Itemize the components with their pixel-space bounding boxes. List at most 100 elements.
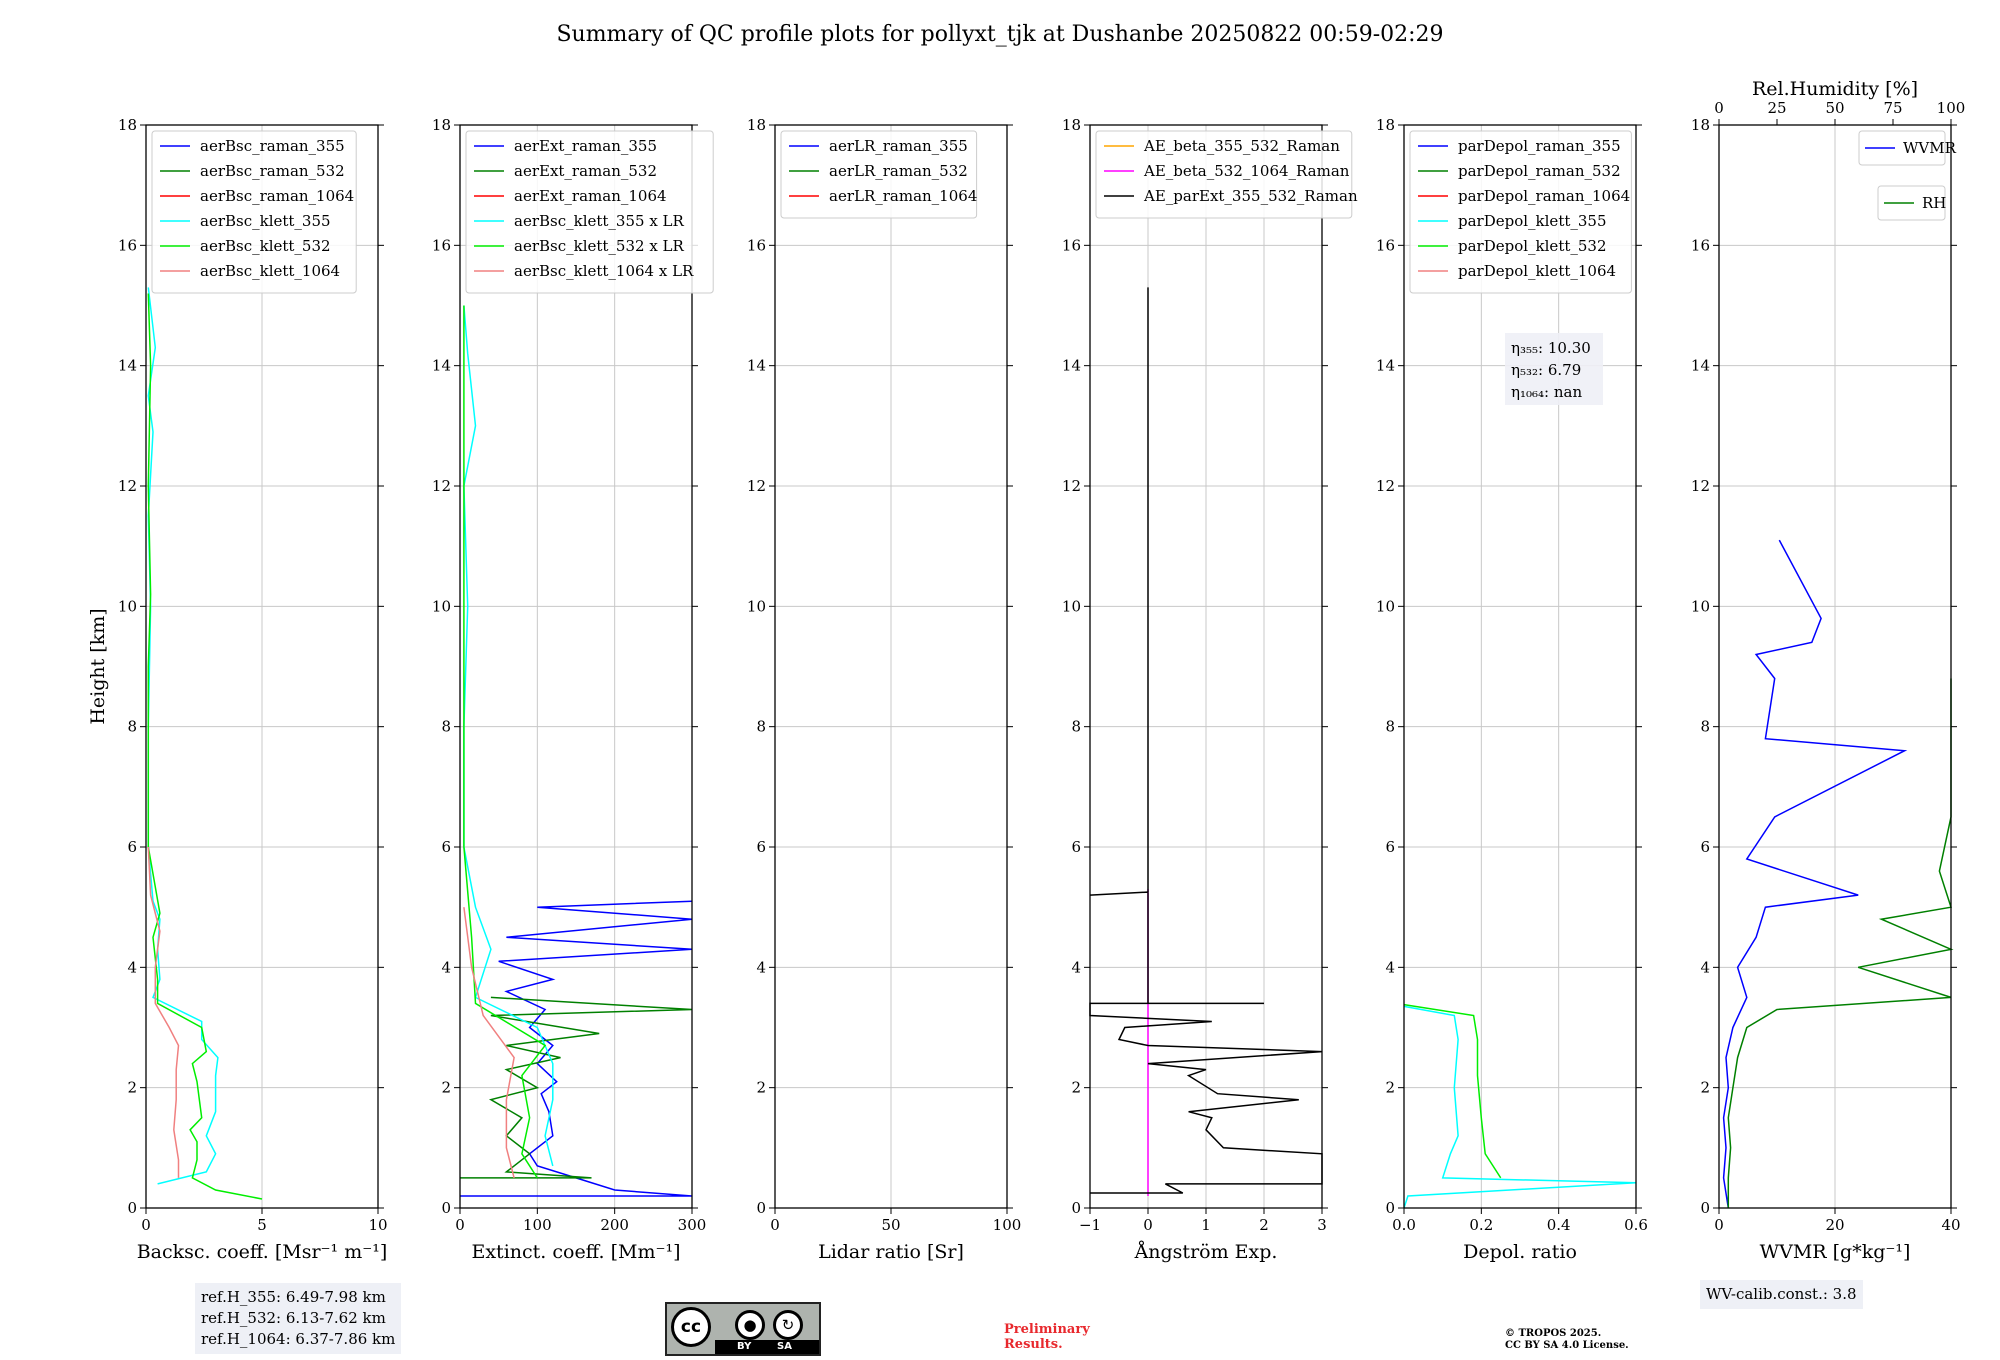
legend-box — [151, 130, 357, 294]
x2-tick-label: 100 — [1937, 99, 1966, 117]
series-line-AE_parExt_355_532_Raman — [1089, 287, 1323, 1194]
legend-entry-aerLR_raman_1064: aerLR_raman_1064 — [829, 187, 977, 205]
by-label: BY — [737, 1341, 752, 1352]
y-tick-label: 6 — [127, 838, 137, 856]
y-tick-label: 12 — [747, 477, 766, 495]
x-tick-label: 100 — [523, 1216, 552, 1234]
y-tick-label: 18 — [1691, 116, 1710, 134]
y-tick-label: 4 — [1071, 958, 1081, 976]
x-tick-label: 0.4 — [1547, 1216, 1571, 1234]
y-tick-label: 14 — [1062, 357, 1081, 375]
y-tick-label: 10 — [1376, 597, 1395, 615]
legend-entry-WVMR: WVMR — [1903, 139, 1957, 157]
x2-tick-label: 25 — [1767, 99, 1786, 117]
y-tick-label: 8 — [1385, 718, 1395, 736]
x-tick-label: 100 — [993, 1216, 1022, 1234]
y-tick-label: 0 — [127, 1199, 137, 1217]
series-line-aerBsc_klett_355 x LR — [463, 305, 554, 1167]
y-tick-label: 6 — [1700, 838, 1710, 856]
y-tick-label: 2 — [1385, 1079, 1395, 1097]
y-tick-label: 4 — [441, 958, 451, 976]
legend-box — [465, 130, 714, 294]
y-tick-label: 0 — [1700, 1199, 1710, 1217]
y-tick-label: 16 — [1062, 236, 1081, 254]
y-tick-label: 6 — [1071, 838, 1081, 856]
x-tick-label: 0 — [1143, 1216, 1153, 1234]
legend-box — [1409, 130, 1632, 294]
legend-entry-aerLR_raman_355: aerLR_raman_355 — [829, 137, 968, 155]
cc-circle-icon: cc — [671, 1307, 711, 1347]
legend-entry-AE_beta_532_1064_Raman: AE_beta_532_1064_Raman — [1143, 162, 1350, 180]
x-tick-label: 3 — [1317, 1216, 1327, 1234]
panel-4 — [1084, 124, 1353, 1214]
x-tick-label: 0 — [141, 1216, 151, 1234]
y-tick-label: 14 — [118, 357, 137, 375]
axes-frame — [459, 124, 693, 1209]
y-tick-label: 12 — [1691, 477, 1710, 495]
y-tick-label: 8 — [1071, 718, 1081, 736]
x2-tick-label: 50 — [1825, 99, 1844, 117]
y-tick-label: 2 — [1700, 1079, 1710, 1097]
y-tick-label: 18 — [1376, 116, 1395, 134]
y-tick-label: 2 — [1071, 1079, 1081, 1097]
y-tick-label: 2 — [756, 1079, 766, 1097]
x-tick-label: 2 — [1259, 1216, 1269, 1234]
legend-entry-aerExt_raman_1064: aerExt_raman_1064 — [514, 187, 667, 205]
x-tick-label: 200 — [600, 1216, 629, 1234]
series-line-aerBsc_klett_1064 x LR — [463, 907, 515, 1179]
y-tick-label: 16 — [1376, 236, 1395, 254]
y-tick-label: 18 — [747, 116, 766, 134]
x-axis-label: Depol. ratio — [1463, 1241, 1577, 1263]
y-tick-label: 6 — [1385, 838, 1395, 856]
y-tick-label: 4 — [756, 958, 766, 976]
y-tick-label: 12 — [118, 477, 137, 495]
x-tick-label: 5 — [257, 1216, 267, 1234]
x-axis-label: Extinct. coeff. [Mm⁻¹] — [471, 1241, 680, 1263]
x2-tick-label: 0 — [1714, 99, 1724, 117]
y-tick-label: 6 — [756, 838, 766, 856]
legend-entry-aerBsc_klett_355 x LR: aerBsc_klett_355 x LR — [514, 212, 685, 230]
y-tick-label: 0 — [756, 1199, 766, 1217]
y-tick-label: 8 — [756, 718, 766, 736]
series-line-aerExt_raman_532 — [460, 996, 693, 1179]
y-tick-label: 8 — [1700, 718, 1710, 736]
legend-box — [780, 130, 978, 219]
by-person-icon: ● — [735, 1310, 765, 1340]
y-tick-label: 10 — [747, 597, 766, 615]
legend-entry-aerBsc_klett_355: aerBsc_klett_355 — [200, 212, 331, 230]
legend-entry-parDepol_raman_355: parDepol_raman_355 — [1458, 137, 1621, 155]
y-tick-label: 4 — [127, 958, 137, 976]
y-tick-label: 18 — [432, 116, 451, 134]
y-tick-label: 14 — [432, 357, 451, 375]
y-tick-label: 16 — [432, 236, 451, 254]
y-tick-label: 0 — [1385, 1199, 1395, 1217]
series-line-parDepol_klett_532 — [1403, 1003, 1502, 1179]
y-tick-label: 14 — [1376, 357, 1395, 375]
x-axis-label: Backsc. coeff. [Msr⁻¹ m⁻¹] — [137, 1241, 388, 1263]
x-tick-label: 50 — [881, 1216, 900, 1234]
panel-3 — [769, 124, 1013, 1214]
series-line-WVMR — [1722, 539, 1908, 1209]
legend-box — [1095, 130, 1353, 219]
series-line-aerBsc_klett_532 — [147, 293, 263, 1200]
y-tick-label: 14 — [747, 357, 766, 375]
y-tick-label: 2 — [127, 1079, 137, 1097]
legend-entry-aerBsc_klett_532 x LR: aerBsc_klett_532 x LR — [514, 237, 685, 255]
x-tick-label: 0.0 — [1392, 1216, 1416, 1234]
y-tick-label: 0 — [1071, 1199, 1081, 1217]
y-tick-label: 4 — [1700, 958, 1710, 976]
y-tick-label: 8 — [127, 718, 137, 736]
y-axis-label: Height [km] — [87, 608, 109, 724]
preliminary-results-note: Preliminary Results. — [1004, 1322, 1090, 1352]
y-tick-label: 10 — [1062, 597, 1081, 615]
y-tick-label: 16 — [118, 236, 137, 254]
y-tick-label: 6 — [441, 838, 451, 856]
y-tick-label: 12 — [1376, 477, 1395, 495]
x-tick-label: 40 — [1941, 1216, 1960, 1234]
eta-annotation: η₁₀₆₄: nan — [1511, 383, 1582, 401]
y-tick-label: 10 — [1691, 597, 1710, 615]
x-tick-label: 300 — [678, 1216, 707, 1234]
legend-entry-parDepol_raman_532: parDepol_raman_532 — [1458, 162, 1621, 180]
y-tick-label: 10 — [118, 597, 137, 615]
